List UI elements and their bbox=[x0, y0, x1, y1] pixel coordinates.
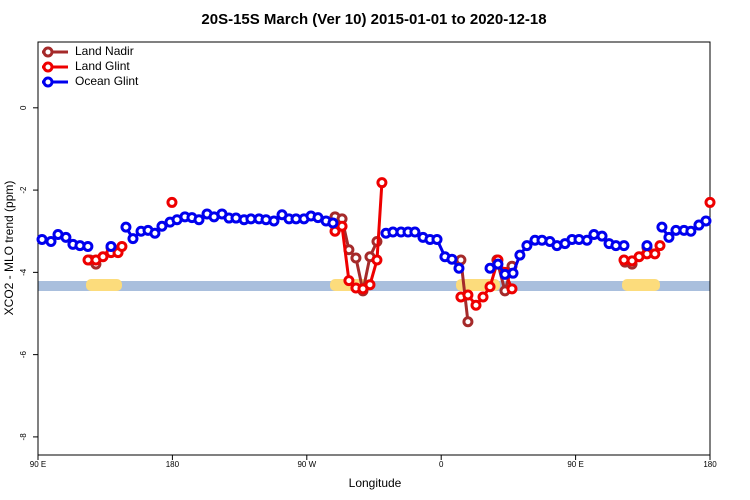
series-point bbox=[376, 177, 388, 189]
x-axis-label: Longitude bbox=[349, 476, 402, 490]
series-point bbox=[663, 231, 675, 243]
series-point bbox=[446, 253, 458, 265]
series-point bbox=[656, 221, 668, 233]
series-point bbox=[82, 240, 94, 252]
series-point bbox=[506, 283, 518, 295]
series-point bbox=[700, 215, 712, 227]
series-point bbox=[60, 231, 72, 243]
series-point bbox=[127, 233, 139, 245]
series-point bbox=[371, 254, 383, 266]
legend-swatch-point bbox=[42, 46, 54, 58]
y-axis-label: XCO2 - MLO trend (ppm) bbox=[2, 181, 16, 316]
series-point bbox=[453, 262, 465, 274]
series-point bbox=[618, 240, 630, 252]
series-point bbox=[507, 267, 519, 279]
series-point bbox=[596, 230, 608, 242]
series-point bbox=[462, 316, 474, 328]
series-point bbox=[105, 240, 117, 252]
series-point bbox=[350, 252, 362, 264]
x-tick-label: 180 bbox=[166, 460, 180, 469]
series-point bbox=[521, 240, 533, 252]
x-tick-label: 90 E bbox=[567, 460, 583, 469]
y-tick-label: 0 bbox=[19, 105, 28, 110]
series-point bbox=[649, 248, 661, 260]
legend-swatch-point bbox=[42, 76, 54, 88]
x-tick-label: 180 bbox=[703, 460, 717, 469]
series-point bbox=[336, 220, 348, 232]
series-point bbox=[120, 221, 132, 233]
series-point bbox=[654, 240, 666, 252]
legend-label: Land Nadir bbox=[75, 44, 134, 58]
series-point bbox=[641, 240, 653, 252]
series-point bbox=[166, 196, 178, 208]
y-tick-label: -2 bbox=[19, 186, 28, 194]
y-tick-label: -4 bbox=[19, 268, 28, 276]
series-point bbox=[462, 289, 474, 301]
x-tick-label: 90 W bbox=[297, 460, 316, 469]
y-tick-label: -6 bbox=[19, 351, 28, 359]
legend-label: Land Glint bbox=[75, 59, 130, 73]
series-point bbox=[343, 275, 355, 287]
plot-frame bbox=[37, 41, 711, 456]
land-patch bbox=[86, 279, 122, 291]
series-point bbox=[193, 214, 205, 226]
land-patch bbox=[622, 279, 660, 291]
series-point bbox=[156, 220, 168, 232]
series-point bbox=[477, 291, 489, 303]
series-point bbox=[97, 251, 109, 263]
series-point bbox=[685, 225, 697, 237]
legend-swatch-point bbox=[42, 61, 54, 73]
series-point bbox=[484, 281, 496, 293]
series-point bbox=[581, 234, 593, 246]
legend-label: Ocean Glint bbox=[75, 74, 139, 88]
x-tick-label: 90 E bbox=[30, 460, 46, 469]
series-point bbox=[704, 196, 716, 208]
series-point bbox=[149, 227, 161, 239]
series-point bbox=[268, 215, 280, 227]
series-point bbox=[484, 262, 496, 274]
series-point bbox=[364, 279, 376, 291]
series-point bbox=[116, 240, 128, 252]
series-point bbox=[492, 258, 504, 270]
series-point bbox=[431, 233, 443, 245]
series-point bbox=[409, 226, 421, 238]
series-point bbox=[327, 217, 339, 229]
y-tick-label: -8 bbox=[19, 433, 28, 441]
x-tick-label: 0 bbox=[439, 460, 444, 469]
series-point bbox=[45, 236, 57, 248]
series-point bbox=[514, 249, 526, 261]
chart-title: 20S-15S March (Ver 10) 2015-01-01 to 202… bbox=[201, 11, 546, 28]
series-point bbox=[470, 299, 482, 311]
series-point bbox=[36, 233, 48, 245]
